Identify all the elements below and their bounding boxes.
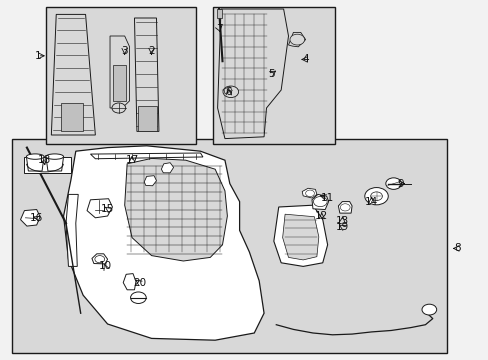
- Text: 10: 10: [99, 261, 111, 271]
- Polygon shape: [134, 18, 159, 131]
- Polygon shape: [92, 254, 107, 264]
- Text: 18: 18: [37, 155, 51, 165]
- Text: 2: 2: [148, 46, 155, 56]
- Polygon shape: [288, 32, 305, 47]
- Ellipse shape: [26, 154, 44, 159]
- Polygon shape: [338, 202, 351, 213]
- Circle shape: [289, 34, 304, 45]
- Polygon shape: [282, 214, 318, 260]
- Text: 15: 15: [101, 204, 114, 214]
- Polygon shape: [144, 176, 156, 186]
- Circle shape: [385, 178, 401, 189]
- Text: 11: 11: [320, 193, 334, 203]
- Polygon shape: [217, 9, 288, 139]
- Text: 3: 3: [121, 46, 128, 56]
- Polygon shape: [110, 36, 129, 108]
- Polygon shape: [63, 146, 264, 340]
- Text: 17: 17: [125, 155, 139, 165]
- Text: 16: 16: [30, 213, 43, 223]
- Text: 5: 5: [267, 69, 274, 79]
- Circle shape: [130, 292, 146, 303]
- Polygon shape: [123, 274, 136, 290]
- Polygon shape: [224, 86, 232, 94]
- Polygon shape: [124, 158, 227, 261]
- Circle shape: [223, 86, 238, 98]
- Circle shape: [421, 304, 436, 315]
- Circle shape: [112, 103, 125, 113]
- Text: 6: 6: [225, 87, 232, 97]
- Text: 7: 7: [215, 24, 222, 34]
- Bar: [138, 106, 157, 131]
- Polygon shape: [66, 194, 78, 266]
- Bar: [24, 157, 71, 173]
- Bar: [113, 65, 125, 101]
- Text: 9: 9: [397, 179, 404, 189]
- Polygon shape: [87, 199, 112, 218]
- Polygon shape: [302, 188, 316, 198]
- Bar: [216, 9, 222, 18]
- Ellipse shape: [46, 154, 63, 159]
- Polygon shape: [90, 153, 203, 159]
- Text: 14: 14: [364, 197, 378, 207]
- Polygon shape: [311, 194, 328, 210]
- Text: 12: 12: [314, 211, 328, 221]
- Bar: [12, 139, 447, 353]
- Text: 8: 8: [453, 243, 460, 253]
- Polygon shape: [26, 157, 44, 171]
- Circle shape: [370, 192, 382, 201]
- Bar: [212, 7, 334, 144]
- Polygon shape: [46, 157, 63, 171]
- Text: 4: 4: [302, 54, 308, 64]
- Circle shape: [364, 188, 387, 205]
- Bar: [46, 7, 195, 144]
- Text: 19: 19: [335, 222, 348, 232]
- Polygon shape: [273, 205, 327, 266]
- Polygon shape: [51, 14, 95, 135]
- Text: 13: 13: [335, 216, 348, 226]
- Polygon shape: [20, 210, 40, 226]
- Text: 20: 20: [133, 278, 145, 288]
- Bar: [61, 103, 83, 131]
- Text: 1: 1: [34, 51, 41, 61]
- Polygon shape: [161, 163, 173, 173]
